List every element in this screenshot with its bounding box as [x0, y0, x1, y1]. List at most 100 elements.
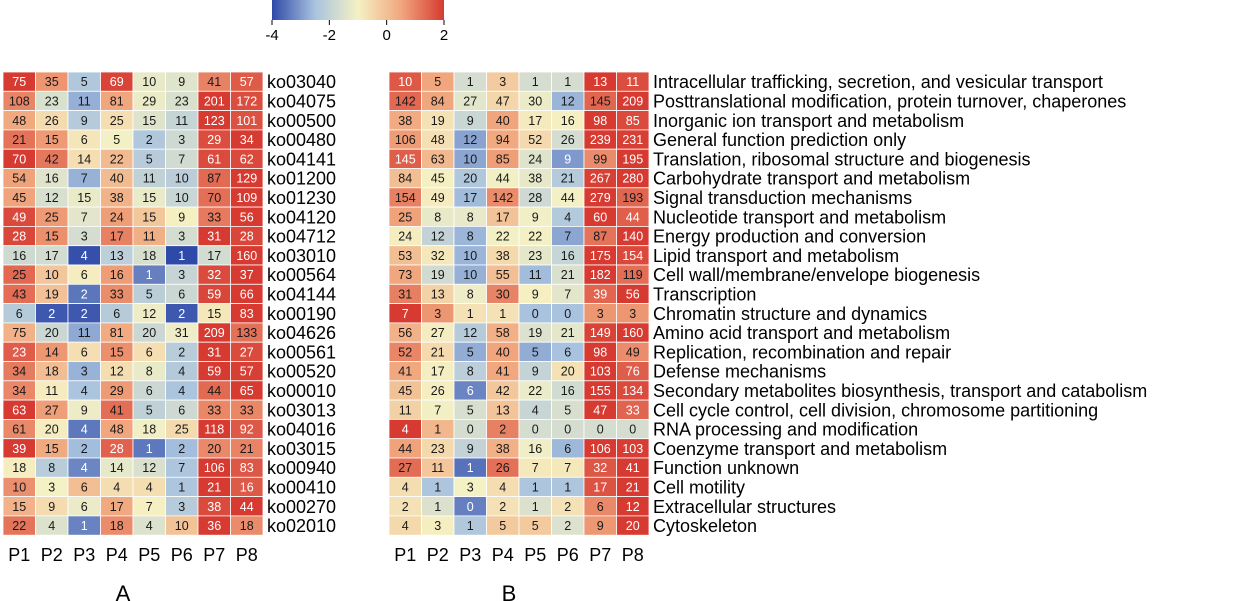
panel-label: B: [502, 581, 517, 601]
heatmap-cell-value: 28: [110, 442, 124, 456]
heatmap-cell: [616, 515, 650, 536]
heatmap-row-label: Amino acid transport and metabolism: [653, 323, 950, 343]
heatmap-cell-value: 10: [398, 75, 412, 89]
heatmap-cell-value: 2: [178, 442, 185, 456]
color-scale-tick-label: 0: [382, 27, 390, 44]
heatmap-cell-value: 28: [528, 191, 542, 205]
heatmap-cell-value: 1: [434, 423, 441, 437]
heatmap-cell-value: 52: [528, 133, 542, 147]
heatmap-cell-value: 2: [178, 345, 185, 359]
heatmap-cell-value: 154: [395, 191, 416, 205]
heatmap-cell-value: 52: [398, 345, 412, 359]
heatmap-row-label: Translation, ribosomal structure and bio…: [653, 149, 1031, 169]
heatmap-cell-value: 49: [12, 210, 26, 224]
heatmap-cell-value: 13: [431, 287, 445, 301]
heatmap-cell-value: 24: [398, 230, 412, 244]
heatmap-cell-value: 5: [499, 519, 506, 533]
heatmap-cell-value: 10: [463, 152, 477, 166]
heatmap-cell-value: 1: [146, 268, 153, 282]
heatmap-cell-value: 2: [178, 307, 185, 321]
heatmap-cell-value: 3: [499, 75, 506, 89]
heatmap-cell-value: 123: [204, 114, 225, 128]
heatmap-cell-value: 6: [16, 307, 23, 321]
heatmap-cell-value: 3: [629, 307, 636, 321]
heatmap-cell-value: 26: [561, 133, 575, 147]
heatmap-cell-value: 25: [45, 210, 59, 224]
heatmap-cell-value: 3: [434, 519, 441, 533]
heatmap-cell-value: 36: [207, 519, 221, 533]
heatmap-cell-value: 42: [496, 384, 510, 398]
heatmap-cell-value: 3: [178, 133, 185, 147]
heatmap-cell-value: 9: [81, 114, 88, 128]
heatmap-row-label: ko03040: [267, 72, 336, 92]
heatmap-cell-value: 10: [142, 75, 156, 89]
heatmap-cell-value: 31: [175, 326, 189, 340]
heatmap-cell-value: 4: [402, 480, 409, 494]
heatmap-cell-value: 7: [402, 307, 409, 321]
heatmap-cell-value: 2: [48, 307, 55, 321]
heatmap-cell-value: 101: [236, 114, 257, 128]
heatmap-panel-b: 10 5 1 3 1 1 13 11 Intracellular trafficking, se…: [388, 71, 1147, 601]
heatmap-cell-value: 38: [528, 172, 542, 186]
color-scale-tick-label: 2: [440, 27, 448, 44]
heatmap-cell-value: 4: [178, 365, 185, 379]
heatmap-cell-value: 103: [590, 365, 611, 379]
heatmap-cell-value: 17: [496, 210, 510, 224]
heatmap-row-label: Cell cycle control, cell division, chrom…: [653, 400, 1098, 420]
heatmap-cell-value: 6: [564, 345, 571, 359]
heatmap-cell-value: 43: [12, 287, 26, 301]
heatmap-cell-value: 8: [48, 461, 55, 475]
heatmap-cell-value: 1: [532, 75, 539, 89]
heatmap-cell-value: 14: [77, 152, 91, 166]
heatmap-cell-value: 4: [402, 423, 409, 437]
heatmap-cell-value: 4: [81, 423, 88, 437]
heatmap-row-label: Signal transduction mechanisms: [653, 188, 912, 208]
heatmap-cell-value: 2: [402, 500, 409, 514]
heatmap-cell-value: 2: [146, 133, 153, 147]
heatmap-column-label: P4: [492, 545, 514, 565]
heatmap-cell-value: 40: [496, 345, 510, 359]
heatmap-cell-value: 9: [532, 365, 539, 379]
heatmap-cell-value: 209: [622, 94, 643, 108]
heatmap-cell-value: 11: [45, 384, 58, 398]
heatmap-cell-value: 11: [431, 461, 444, 475]
heatmap-cell-value: 17: [431, 365, 445, 379]
heatmap-cell-value: 0: [532, 423, 539, 437]
heatmap-cell-value: 15: [142, 210, 156, 224]
heatmap-row-label: ko01200: [267, 169, 336, 189]
heatmap-cell-value: 193: [622, 191, 643, 205]
heatmap-cell-value: 25: [398, 210, 412, 224]
heatmap-cell-value: 39: [593, 287, 607, 301]
heatmap-row-label: ko03010: [267, 246, 336, 266]
heatmap-cell-value: 20: [463, 172, 477, 186]
heatmap-cell-value: 5: [564, 403, 571, 417]
heatmap-row-label: Secondary metabolites biosynthesis, tran…: [653, 381, 1147, 401]
heatmap-cell-value: 18: [110, 519, 124, 533]
heatmap-cell-value: 11: [529, 268, 542, 282]
heatmap-cell-value: 49: [431, 191, 445, 205]
heatmap-cell-value: 0: [564, 423, 571, 437]
heatmap-cell-value: 4: [564, 210, 571, 224]
heatmap-cell-value: 44: [496, 172, 510, 186]
heatmap-cell-value: 4: [81, 384, 88, 398]
heatmap-cell-value: 45: [431, 172, 445, 186]
heatmap-cell-value: 3: [178, 268, 185, 282]
heatmap-cell-value: 9: [564, 152, 571, 166]
heatmap-cell-value: 34: [12, 384, 26, 398]
heatmap-cell-value: 10: [45, 268, 59, 282]
heatmap-cell-value: 3: [597, 307, 604, 321]
heatmap-cell-value: 48: [12, 114, 26, 128]
heatmap-row-label: Extracellular structures: [653, 497, 836, 517]
heatmap-cell-value: 44: [207, 384, 221, 398]
heatmap-cell-value: 12: [110, 365, 124, 379]
heatmap-cell-value: 41: [626, 461, 640, 475]
heatmap-cell-value: 85: [496, 152, 510, 166]
color-scale-tick-label: -4: [265, 27, 278, 44]
heatmap-cell-value: 38: [496, 249, 510, 263]
heatmap-cell-value: 154: [622, 249, 643, 263]
heatmap-row-label: Energy production and conversion: [653, 227, 926, 247]
heatmap-cell-value: 18: [142, 423, 156, 437]
heatmap-cell-value: 76: [626, 365, 640, 379]
heatmap-cell-value: 5: [467, 345, 474, 359]
